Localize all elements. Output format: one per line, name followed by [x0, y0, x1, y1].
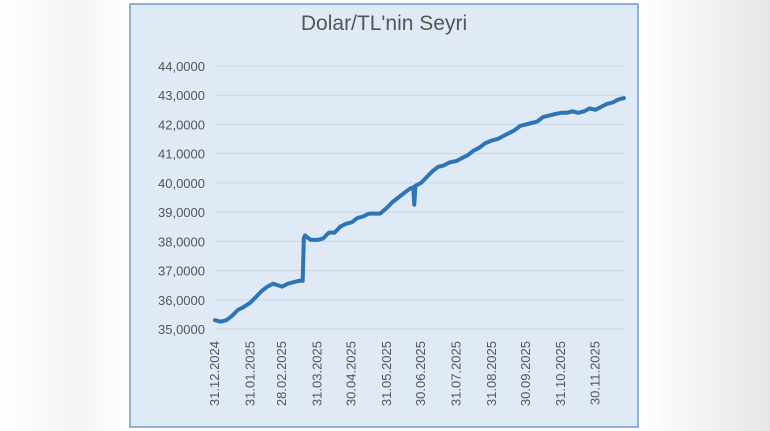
x-tick-label: 31.12.2024 — [207, 341, 222, 406]
y-tick-label: 39,0000 — [158, 205, 205, 220]
x-axis-ticks: 31.12.2024 31.01.2025 28.02.2025 31.03.2025… — [207, 341, 602, 406]
y-tick-label: 37,0000 — [158, 264, 205, 279]
series-group — [213, 96, 626, 324]
x-tick-label: 30.06.2025 — [413, 341, 428, 406]
y-tick-label: 41,0000 — [158, 147, 205, 162]
background-right — [639, 0, 770, 431]
x-tick-label: 31.01.2025 — [242, 341, 257, 406]
x-tick-label: 31.05.2025 — [379, 341, 394, 406]
y-tick-label: 36,0000 — [158, 293, 205, 308]
x-tick-label: 31.10.2025 — [553, 341, 568, 406]
x-tick-label: 31.07.2025 — [448, 341, 463, 406]
y-axis-ticks: 35,0000 36,0000 37,0000 38,0000 39,0000 40,00… — [158, 59, 205, 337]
x-tick-label: 28.02.2025 — [274, 341, 289, 406]
y-tick-label: 35,0000 — [158, 322, 205, 337]
y-tick-label: 38,0000 — [158, 234, 205, 249]
y-tick-label: 44,0000 — [158, 59, 205, 74]
series-line — [213, 96, 626, 324]
y-tick-label: 43,0000 — [158, 88, 205, 103]
y-tick-label: 40,0000 — [158, 176, 205, 191]
chart-panel — [129, 3, 639, 428]
y-tick-label: 42,0000 — [158, 117, 205, 132]
x-tick-label: 31.03.2025 — [310, 341, 325, 406]
background-left — [0, 0, 129, 431]
grid-lines — [215, 65, 625, 330]
x-tick-label: 30.04.2025 — [344, 341, 359, 406]
x-tick-label: 30.09.2025 — [518, 341, 533, 406]
x-tick-label: 30.11.2025 — [587, 341, 602, 405]
x-tick-label: 31.08.2025 — [484, 341, 499, 406]
chart-title: Dolar/TL'nin Seyri — [300, 12, 468, 35]
